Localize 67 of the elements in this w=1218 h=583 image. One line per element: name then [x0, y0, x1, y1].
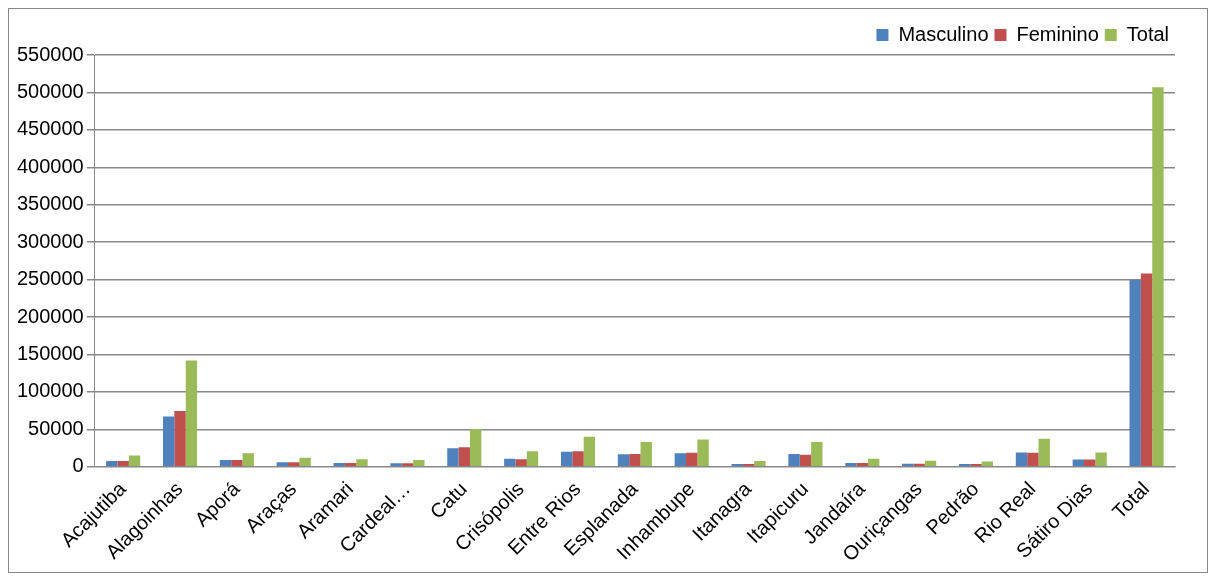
- bar: [174, 410, 186, 466]
- bar: [413, 459, 425, 466]
- bar: [242, 453, 254, 466]
- bar: [799, 454, 812, 466]
- bar: [299, 457, 311, 466]
- bar: [1140, 273, 1153, 466]
- bar: [629, 453, 641, 466]
- bar: [276, 462, 289, 466]
- bar: [401, 463, 414, 466]
- bar: [231, 459, 243, 466]
- bar: [390, 463, 402, 466]
- bar: [128, 455, 141, 466]
- bar: [583, 436, 596, 466]
- bar: [458, 447, 470, 466]
- bar: [754, 461, 766, 466]
- bar: [1027, 452, 1039, 466]
- bar: [1015, 452, 1028, 466]
- bar: [981, 461, 994, 466]
- bar: [526, 451, 539, 466]
- y-tick-label: 400000: [16, 154, 84, 177]
- legend-label: Feminino: [1016, 22, 1099, 45]
- bar: [913, 463, 925, 466]
- bar: [344, 462, 357, 466]
- bar: [1152, 87, 1164, 466]
- y-tick-label: 250000: [16, 267, 84, 290]
- bar: [106, 461, 118, 466]
- bar: [219, 459, 232, 466]
- bar: [788, 453, 800, 466]
- bar: [1072, 459, 1085, 466]
- bar: [697, 439, 709, 466]
- y-tick-label: 450000: [16, 117, 84, 140]
- bar: [867, 458, 880, 466]
- bar: [117, 461, 129, 466]
- bar: [185, 360, 198, 466]
- bar: [572, 451, 584, 466]
- bar: [924, 460, 937, 466]
- y-tick-label: 100000: [16, 379, 84, 402]
- legend-label: Masculino: [898, 22, 989, 45]
- bar: [686, 452, 698, 466]
- y-tick-label: 550000: [16, 42, 84, 65]
- bar: [640, 442, 652, 466]
- bar: [162, 416, 175, 466]
- bar: [469, 428, 482, 466]
- bar: [333, 462, 345, 466]
- bar: [1084, 459, 1096, 466]
- bar: [845, 462, 857, 466]
- bar: [1038, 438, 1050, 466]
- y-tick-label: 200000: [16, 304, 84, 327]
- bar: [356, 459, 368, 466]
- y-tick-label: 500000: [16, 79, 84, 102]
- y-tick-label: 0: [72, 454, 84, 477]
- bar: [617, 454, 630, 466]
- bar: [1095, 452, 1107, 466]
- bar: [856, 462, 868, 466]
- y-tick-label: 300000: [16, 229, 84, 252]
- bar: [560, 451, 573, 466]
- y-tick-label: 350000: [16, 192, 84, 215]
- bar: [504, 458, 516, 466]
- bar: [1129, 279, 1141, 466]
- bar: [515, 459, 527, 466]
- bar: [674, 453, 687, 466]
- bar: [447, 448, 459, 466]
- legend-label: Total: [1126, 22, 1169, 45]
- y-tick-label: 150000: [16, 341, 84, 364]
- bar: [811, 442, 823, 466]
- bar: [288, 462, 300, 466]
- y-tick-label: 50000: [28, 416, 84, 439]
